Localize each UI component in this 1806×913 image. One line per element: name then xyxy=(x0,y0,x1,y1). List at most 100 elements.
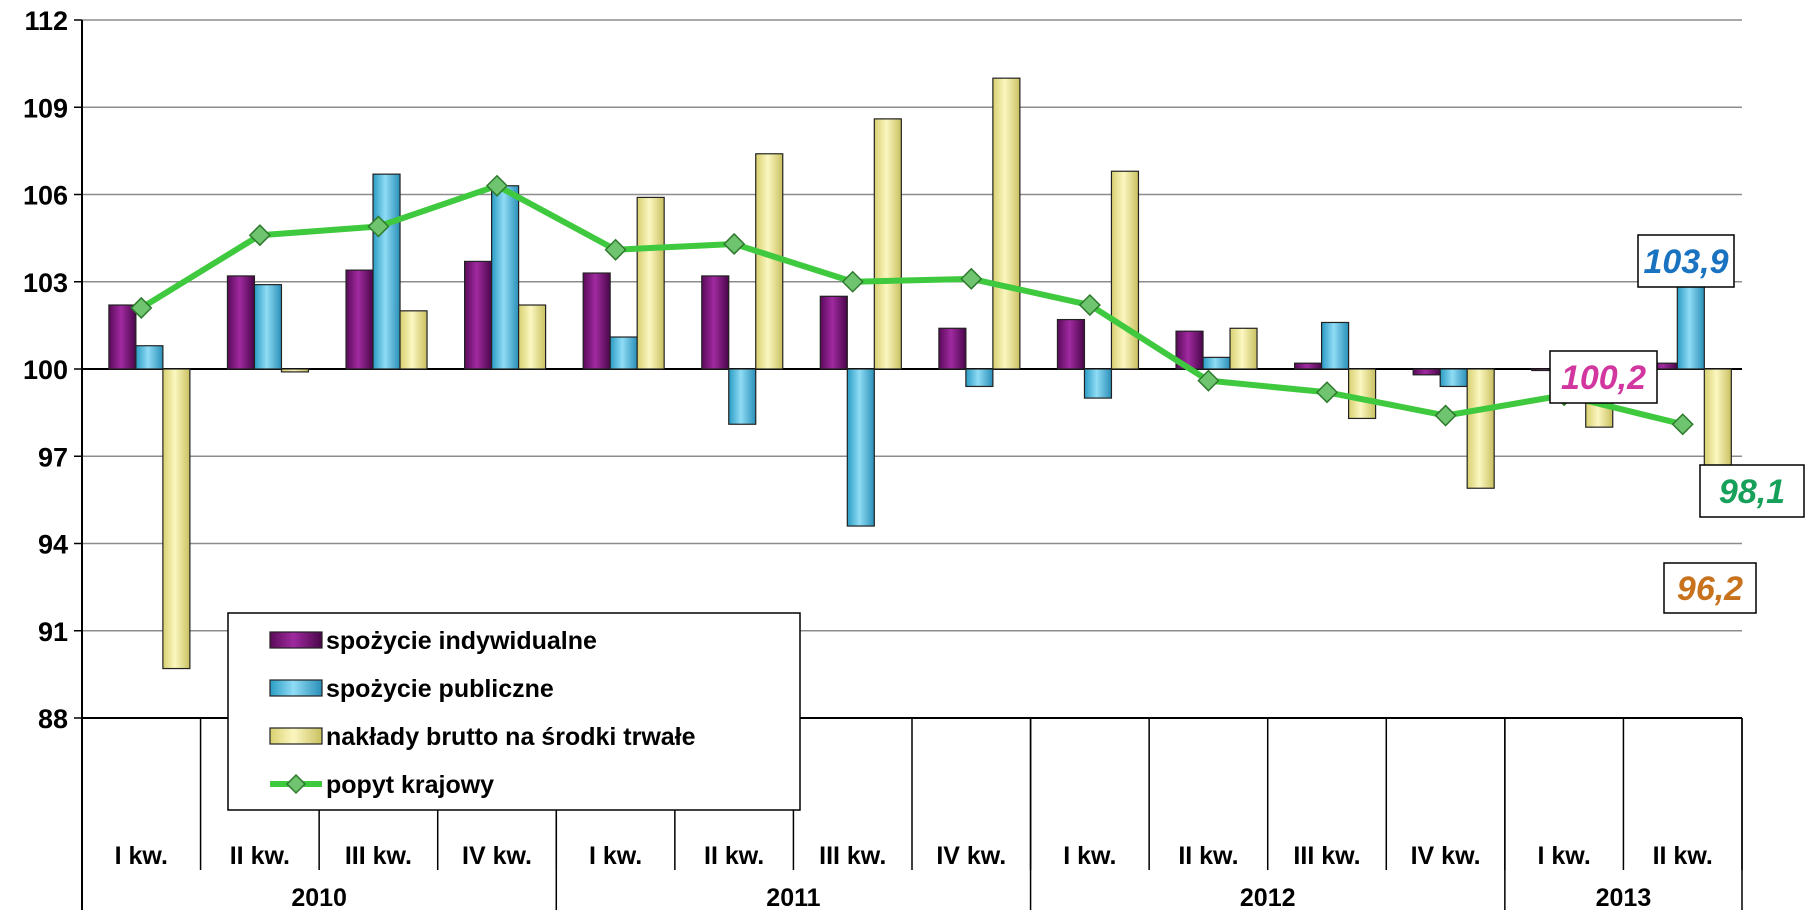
category-label: I kw. xyxy=(1063,842,1116,870)
legend-label: popyt krajowy xyxy=(326,771,494,799)
bar-spożycie-publiczne xyxy=(135,345,164,370)
line-marker xyxy=(1078,293,1101,317)
legend: spożycie indywidualne spożycie publiczne n… xyxy=(227,612,801,811)
legend-swatch xyxy=(269,679,323,697)
bar-nakłady-brutto-na-środki-trwałe xyxy=(873,118,902,370)
y-tick-label: 97 xyxy=(38,442,68,472)
bar-spożycie-indywidualne xyxy=(226,275,256,370)
bar-spożycie-indywidualne xyxy=(1056,318,1086,370)
bar-spożycie-indywidualne xyxy=(701,275,730,370)
bar-spożycie-indywidualne xyxy=(108,304,137,370)
bar-spożycie-publiczne xyxy=(609,336,638,370)
y-tick-label: 103 xyxy=(23,268,68,298)
callout-label: 98,1 xyxy=(1719,473,1785,511)
y-tick-label: 91 xyxy=(38,617,68,647)
bar-spożycie-publiczne xyxy=(728,368,757,425)
category-label: II kw. xyxy=(1178,842,1238,870)
line-marker xyxy=(604,238,627,261)
bar-nakłady-brutto-na-środki-trwałe xyxy=(1703,368,1732,481)
line-marker xyxy=(841,270,864,293)
category-label: I kw. xyxy=(589,842,642,870)
bar-spożycie-publiczne xyxy=(965,368,994,388)
y-tick-label: 88 xyxy=(38,704,68,734)
y-tick-label: 100 xyxy=(23,355,68,385)
line-marker xyxy=(1315,381,1339,404)
line-marker xyxy=(485,174,509,197)
bar-spożycie-publiczne xyxy=(253,284,283,370)
bar-spożycie-publiczne xyxy=(1083,368,1113,399)
bar-nakłady-brutto-na-środki-trwałe xyxy=(1466,368,1495,489)
category-label: II kw. xyxy=(704,842,764,870)
line-marker xyxy=(248,224,271,247)
category-label: IV kw. xyxy=(1411,842,1481,870)
line-popyt-krajowy xyxy=(139,182,1684,428)
bar-nakłady-brutto-na-środki-trwałe xyxy=(517,304,547,370)
bar-spożycie-publiczne xyxy=(1439,368,1468,388)
bar-spożycie-indywidualne xyxy=(819,295,848,370)
year-label: 2012 xyxy=(1240,884,1296,912)
year-label: 2010 xyxy=(291,884,347,912)
legend-label: nakłady brutto na środki trwałe xyxy=(326,723,696,751)
y-tick-label: 94 xyxy=(38,530,68,560)
y-tick-label: 112 xyxy=(24,6,68,36)
y-tick-label: 106 xyxy=(23,181,68,211)
y-axis: 112 109 106 103 100 97 94 91 88 xyxy=(23,6,83,910)
category-label: I kw. xyxy=(115,842,168,870)
bar-spożycie-publiczne xyxy=(1202,356,1231,370)
legend-box xyxy=(227,612,801,811)
bar-nakłady-brutto-na-środki-trwałe xyxy=(162,368,191,670)
line-marker xyxy=(367,215,390,238)
callout-label: 96,2 xyxy=(1677,570,1743,608)
callout-box xyxy=(1637,234,1735,288)
category-label: IV kw. xyxy=(936,842,1006,870)
callout-label: 103,9 xyxy=(1643,243,1728,281)
bar-spożycie-indywidualne xyxy=(345,269,374,370)
bar-spożycie-publiczne xyxy=(846,368,875,527)
bar-nakłady-brutto-na-środki-trwałe xyxy=(1229,327,1258,370)
line-marker xyxy=(1671,413,1694,436)
bar-spożycie-indywidualne xyxy=(464,260,493,370)
bar-nakłady-brutto-na-środki-trwałe xyxy=(1110,170,1140,370)
bar-spożycie-indywidualne xyxy=(1412,368,1441,376)
category-label: III kw. xyxy=(819,842,886,870)
line-marker xyxy=(130,296,153,319)
legend-swatch xyxy=(269,631,323,649)
category-label: I kw. xyxy=(1538,842,1591,870)
legend-label: spożycie publiczne xyxy=(326,675,554,703)
category-label: IV kw. xyxy=(462,842,532,870)
category-label: II kw. xyxy=(1653,842,1713,870)
year-label: 2011 xyxy=(766,884,820,912)
callout-box xyxy=(1549,350,1658,404)
bar-spożycie-indywidualne xyxy=(582,272,611,370)
bar-spożycie-publiczne xyxy=(491,185,520,370)
bar-nakłady-brutto-na-środki-trwałe xyxy=(636,196,665,370)
bar-nakłady-brutto-na-środki-trwałe xyxy=(280,368,310,373)
legend-marker xyxy=(285,773,307,795)
line-marker xyxy=(1434,404,1457,427)
category-label: II kw. xyxy=(230,842,290,870)
bars xyxy=(108,77,1732,670)
line-marker xyxy=(960,267,983,290)
legend-swatch xyxy=(269,727,323,745)
year-label: 2013 xyxy=(1596,884,1652,912)
category-label: III kw. xyxy=(1293,842,1360,870)
callout-box xyxy=(1699,464,1805,518)
bar-spożycie-publiczne xyxy=(1320,321,1350,370)
line-marker xyxy=(723,232,746,256)
bar-spożycie-indywidualne xyxy=(1293,362,1323,370)
bar-nakłady-brutto-na-środki-trwałe xyxy=(399,310,428,370)
legend-label: spożycie indywidualne xyxy=(326,627,597,655)
y-tick-label: 109 xyxy=(23,93,68,123)
bar-spożycie-indywidualne xyxy=(938,327,967,370)
category-label: III kw. xyxy=(345,842,412,870)
callout-label: 100,2 xyxy=(1561,359,1646,397)
line-series xyxy=(130,174,1694,436)
bar-nakłady-brutto-na-środki-trwałe xyxy=(992,77,1021,370)
bar-nakłady-brutto-na-środki-trwałe xyxy=(755,153,784,370)
line-marker xyxy=(1197,369,1220,392)
callout-box xyxy=(1663,562,1757,614)
callouts: 103,9 100,2 98,1 96,2 xyxy=(1549,234,1805,614)
bar-spożycie-publiczne xyxy=(372,173,401,370)
bar-nakłady-brutto-na-środki-trwałe xyxy=(1347,368,1377,420)
